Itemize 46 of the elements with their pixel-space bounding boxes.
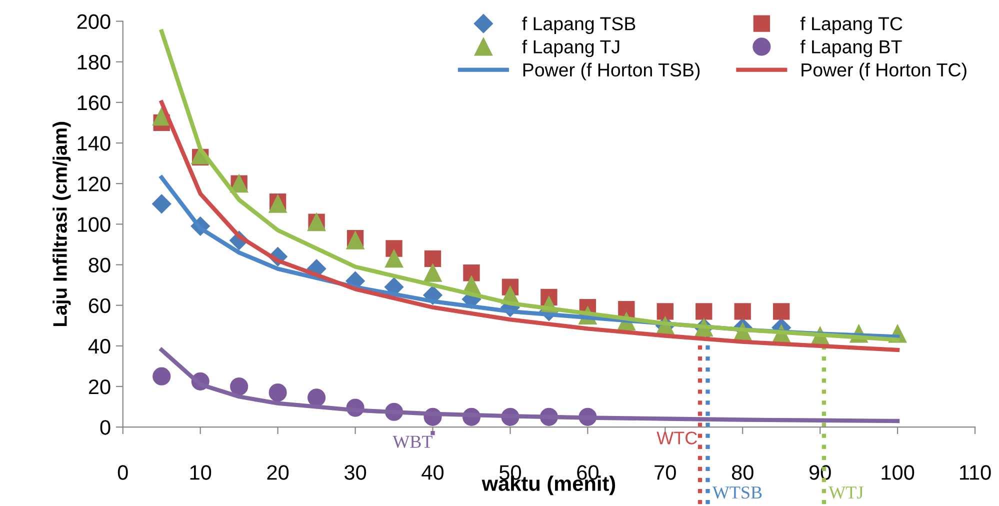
point <box>773 303 790 320</box>
y-tick-label: 140 <box>78 136 110 151</box>
ref-line-label: WBT <box>392 436 432 448</box>
point <box>734 303 751 320</box>
point <box>152 367 171 386</box>
y-tick-label: 100 <box>78 217 110 232</box>
x-tick-label: 10 <box>190 465 212 480</box>
point <box>308 388 326 407</box>
y-axis-title: Laju Infiltrasi (cm/jam) <box>52 122 71 326</box>
point <box>424 250 442 267</box>
x-tick-label: 0 <box>118 465 128 480</box>
ref-line-label: WTJ <box>828 486 864 499</box>
x-tick-label: 110 <box>960 465 991 480</box>
y-tick-label: 0 <box>100 420 110 435</box>
point <box>618 301 635 318</box>
y-tick-label: 60 <box>88 298 110 314</box>
ref-line-label: WTSB <box>712 486 762 499</box>
x-tick-label: 30 <box>344 465 366 480</box>
point <box>230 377 248 396</box>
legend-label: f Lapang BT <box>800 40 902 58</box>
y-tick-label: 160 <box>78 95 110 110</box>
x-tick-label: 20 <box>267 465 289 480</box>
y-tick-label: 40 <box>88 338 110 354</box>
point <box>696 303 712 320</box>
x-tick-label: 80 <box>732 465 754 480</box>
legend-label: Power (f Horton TSB) <box>523 62 700 80</box>
point <box>384 250 404 268</box>
y-tick-label: 80 <box>88 258 110 272</box>
y-tick-label: 20 <box>88 379 110 394</box>
legend-label: Power (f Horton TC) <box>802 62 966 80</box>
legend-label: f Lapang TC <box>800 16 902 34</box>
point <box>152 194 172 214</box>
ref-line-label: WTC <box>656 432 697 444</box>
x-tick-label: 40 <box>422 465 444 480</box>
point <box>656 303 674 320</box>
x-tick-label: 70 <box>654 465 676 480</box>
point <box>424 264 442 282</box>
legend-label: f Lapang TSB <box>522 16 636 34</box>
legend-label: f Lapang TJ <box>522 40 620 58</box>
point <box>268 384 287 402</box>
point <box>463 264 480 282</box>
y-tick-label: 180 <box>78 54 110 70</box>
line-series <box>160 100 900 352</box>
x-tick-label: 100 <box>882 465 914 480</box>
y-tick-label: 120 <box>78 176 110 192</box>
y-tick-label: 200 <box>77 14 110 30</box>
